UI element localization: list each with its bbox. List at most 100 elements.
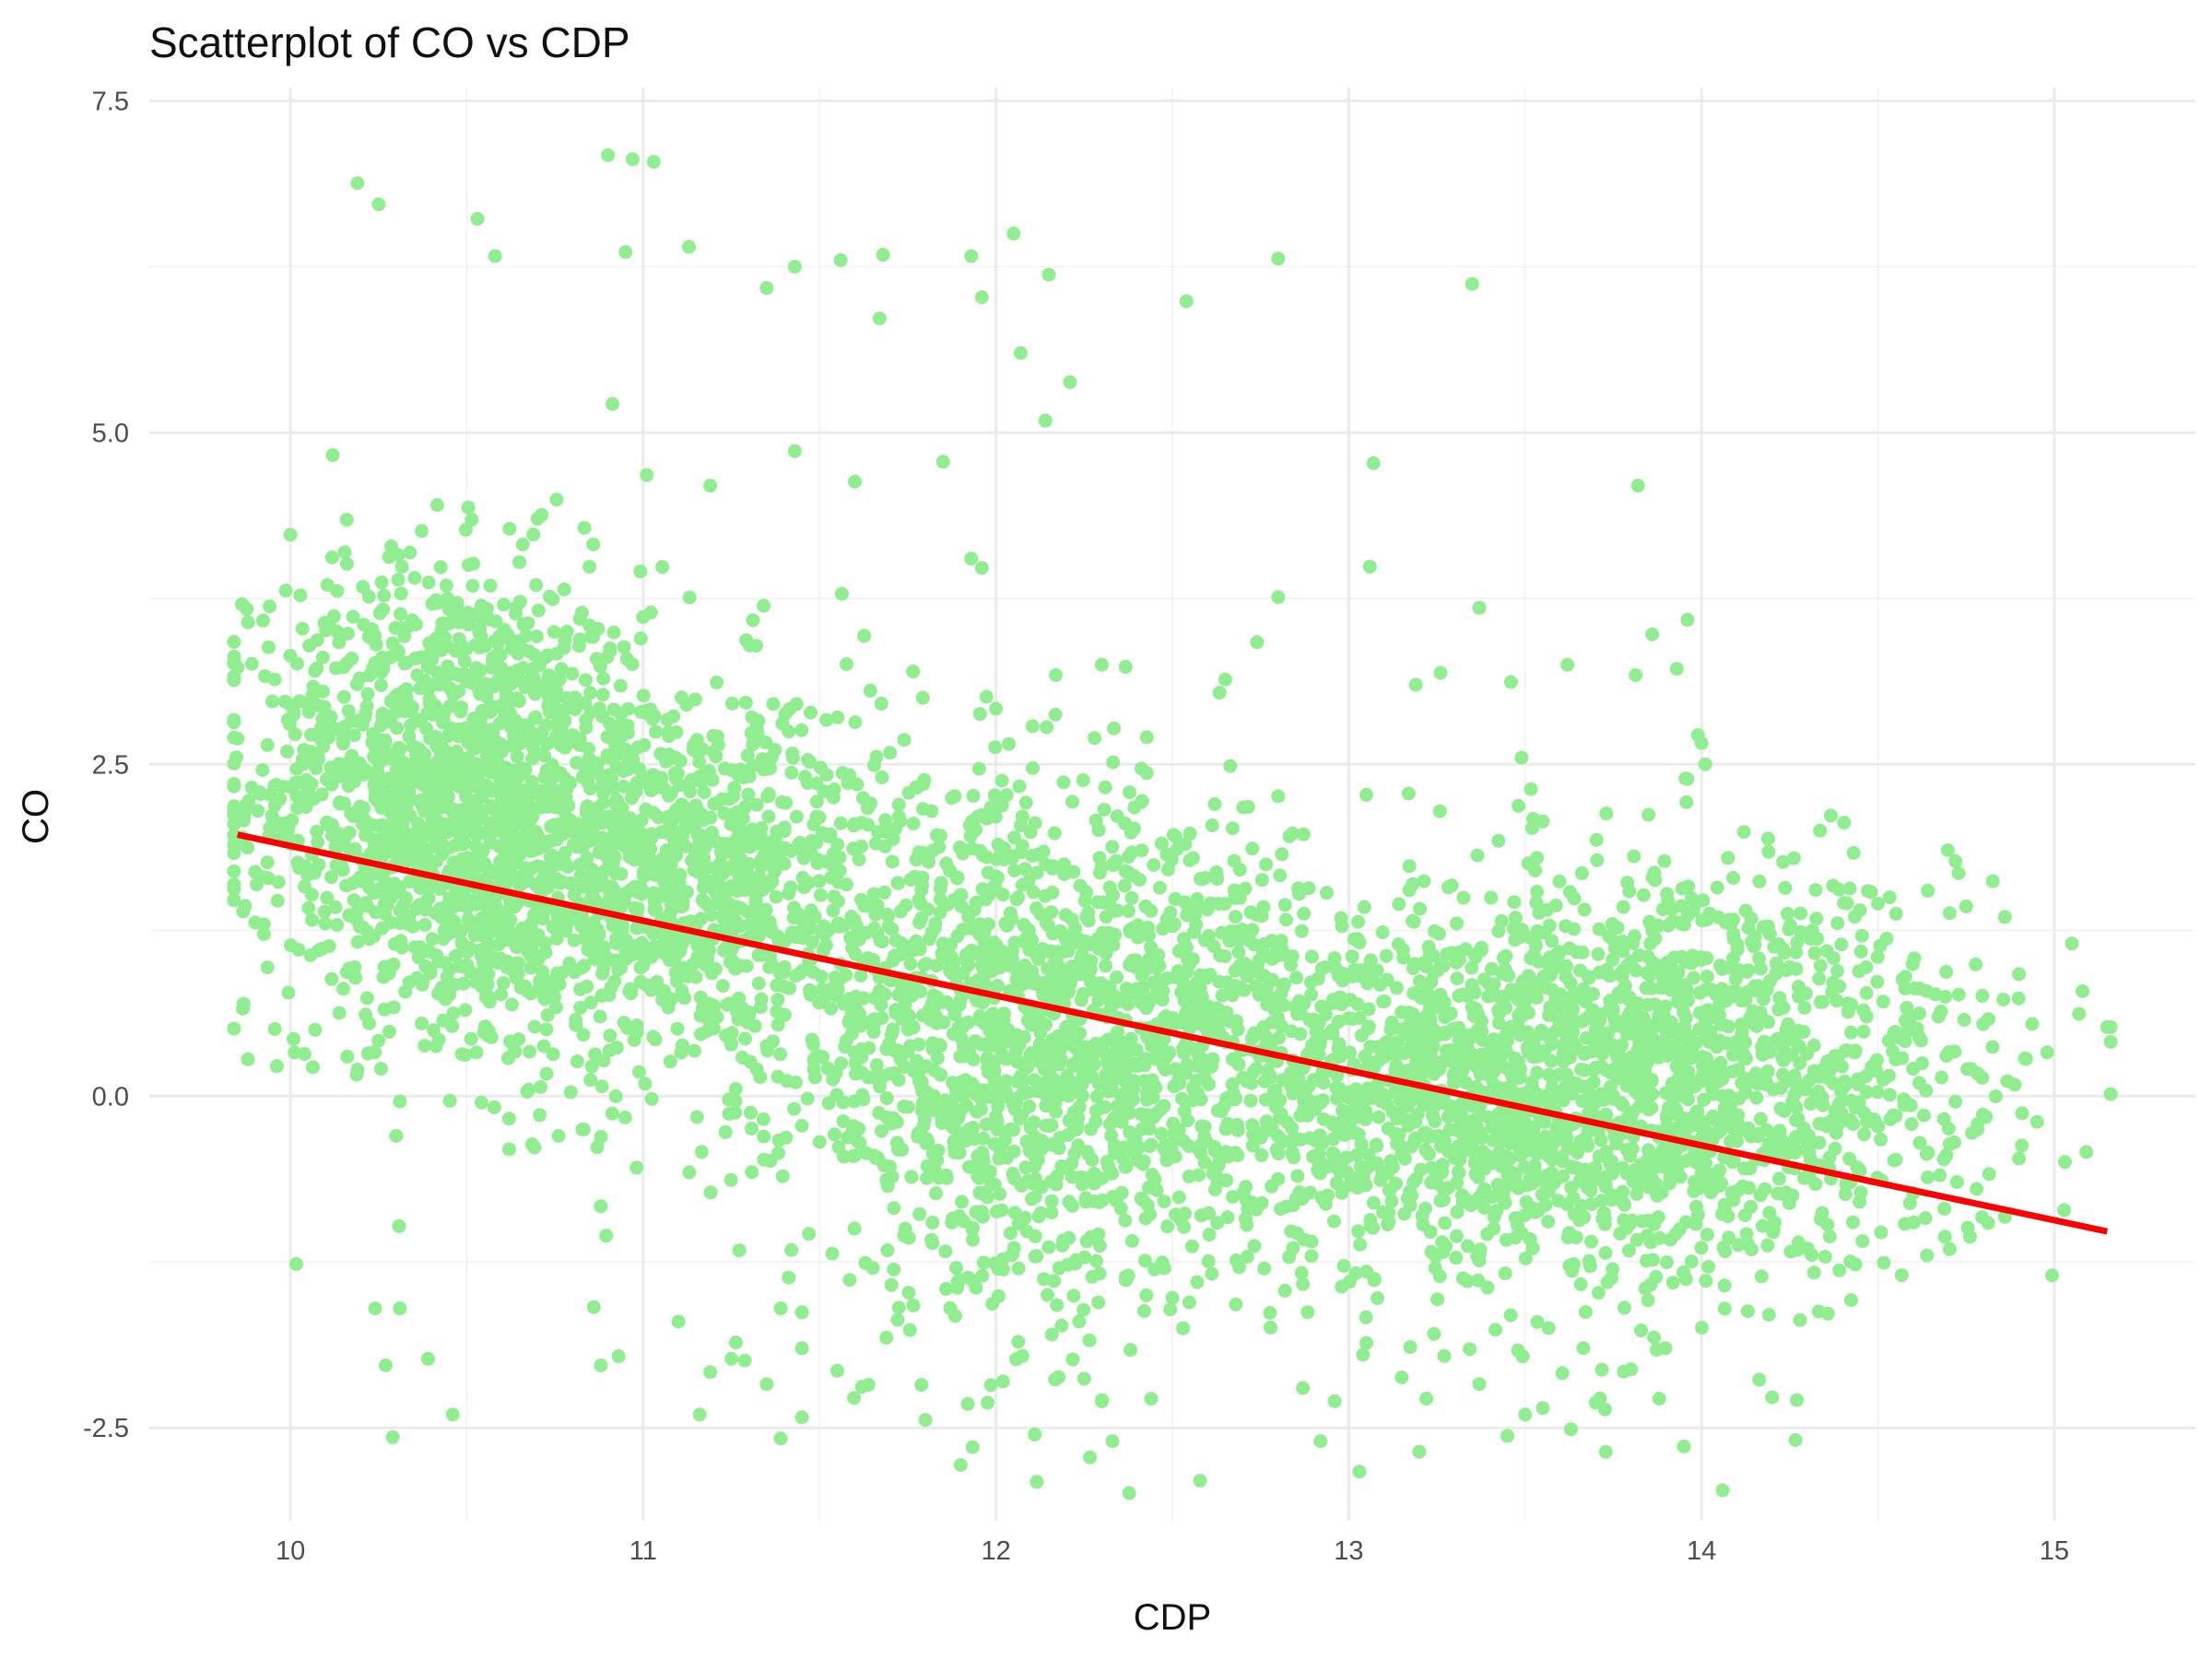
scatter-point bbox=[1284, 1024, 1299, 1039]
scatter-point bbox=[1048, 707, 1063, 722]
scatter-point bbox=[1408, 1171, 1423, 1186]
scatter-point bbox=[1018, 862, 1032, 877]
scatter-point bbox=[1186, 851, 1200, 865]
scatter-point bbox=[594, 816, 609, 830]
scatter-point bbox=[1245, 841, 1260, 856]
scatter-point bbox=[633, 631, 648, 646]
scatter-point bbox=[1110, 809, 1124, 824]
scatter-point bbox=[988, 1074, 1003, 1088]
scatter-point bbox=[690, 865, 705, 879]
scatter-point bbox=[372, 867, 387, 882]
scatter-point bbox=[774, 794, 789, 809]
scatter-point bbox=[770, 1005, 784, 1019]
scatter-point bbox=[989, 1205, 1004, 1218]
scatter-point bbox=[536, 1039, 551, 1053]
scatter-point bbox=[392, 1218, 406, 1233]
scatter-point bbox=[1056, 1036, 1071, 1051]
scatter-point bbox=[722, 996, 736, 1011]
scatter-point bbox=[608, 834, 623, 849]
scatter-point bbox=[724, 1172, 738, 1187]
scatter-point bbox=[1249, 1202, 1264, 1217]
scatter-point bbox=[1418, 1143, 1433, 1158]
scatter-point bbox=[761, 789, 776, 804]
scatter-point bbox=[250, 877, 264, 892]
scatter-point bbox=[512, 555, 527, 570]
scatter-point bbox=[244, 656, 259, 671]
scatter-point bbox=[924, 1232, 939, 1247]
scatter-point bbox=[539, 1022, 554, 1037]
scatter-point bbox=[483, 725, 498, 740]
scatter-point bbox=[977, 1187, 992, 1202]
scatter-point bbox=[255, 763, 270, 777]
scatter-point bbox=[341, 627, 355, 641]
scatter-point bbox=[1035, 942, 1050, 956]
scatter-point bbox=[1123, 958, 1136, 972]
scatter-point bbox=[952, 1273, 967, 1288]
scatter-point bbox=[1180, 964, 1194, 979]
scatter-point bbox=[985, 1006, 1000, 1021]
scatter-point bbox=[386, 1000, 401, 1015]
scatter-point bbox=[462, 558, 477, 572]
scatter-point bbox=[499, 688, 513, 702]
scatter-point bbox=[1435, 1158, 1450, 1172]
scatter-point bbox=[524, 948, 538, 963]
scatter-point bbox=[1223, 759, 1238, 773]
scatter-point bbox=[886, 831, 900, 846]
scatter-point bbox=[1438, 1216, 1453, 1230]
scatter-point bbox=[1236, 800, 1251, 815]
scatter-point bbox=[736, 771, 751, 785]
scatter-point bbox=[1028, 816, 1042, 830]
scatter-point bbox=[328, 900, 343, 914]
scatter-point bbox=[870, 1150, 885, 1165]
scatter-point bbox=[613, 678, 628, 693]
scatter-point bbox=[378, 733, 393, 747]
scatter-point bbox=[336, 982, 350, 996]
scatter-point bbox=[771, 929, 785, 944]
scatter-point bbox=[1272, 1030, 1286, 1045]
scatter-point bbox=[278, 583, 293, 598]
scatter-point bbox=[1101, 1159, 1116, 1173]
scatter-point bbox=[880, 1179, 895, 1194]
scatter-point bbox=[1079, 885, 1094, 900]
scatter-point bbox=[1050, 1298, 1065, 1312]
scatter-point bbox=[469, 1045, 484, 1060]
scatter-point bbox=[582, 559, 597, 574]
scatter-point bbox=[497, 907, 512, 922]
scatter-point bbox=[1110, 1028, 1124, 1042]
scatter-point bbox=[752, 732, 767, 747]
scatter-point bbox=[903, 1039, 918, 1053]
scatter-point bbox=[830, 988, 843, 1003]
scatter-point bbox=[1159, 1153, 1174, 1168]
scatter-point bbox=[1011, 1335, 1026, 1349]
scatter-point bbox=[394, 620, 409, 635]
scatter-point bbox=[879, 1091, 894, 1106]
scatter-point bbox=[480, 917, 495, 932]
scatter-point bbox=[1198, 1073, 1213, 1088]
scatter-point bbox=[492, 629, 507, 643]
scatter-point bbox=[1275, 847, 1289, 862]
scatter-point bbox=[1050, 1169, 1065, 1183]
scatter-point bbox=[422, 648, 437, 663]
scatter-point bbox=[287, 705, 301, 720]
scatter-point bbox=[288, 1256, 303, 1271]
scatter-point bbox=[559, 924, 572, 938]
scatter-point bbox=[565, 728, 580, 743]
scatter-point bbox=[519, 629, 534, 643]
scatter-point bbox=[542, 703, 557, 718]
scatter-point bbox=[1065, 912, 1079, 926]
scatter-point bbox=[320, 890, 335, 905]
scatter-point bbox=[531, 684, 545, 699]
scatter-point bbox=[533, 973, 547, 988]
scatter-point bbox=[432, 901, 447, 916]
scatter-point bbox=[493, 677, 508, 692]
scatter-point bbox=[526, 527, 541, 542]
scatter-point bbox=[803, 755, 818, 770]
scatter-point bbox=[269, 1059, 284, 1074]
scatter-point bbox=[906, 665, 921, 679]
scatter-point bbox=[747, 919, 762, 934]
scatter-point bbox=[1044, 1194, 1059, 1208]
scatter-point bbox=[636, 688, 651, 703]
scatter-point bbox=[1093, 1101, 1108, 1115]
scatter-point bbox=[518, 784, 533, 798]
scatter-point bbox=[663, 906, 677, 921]
